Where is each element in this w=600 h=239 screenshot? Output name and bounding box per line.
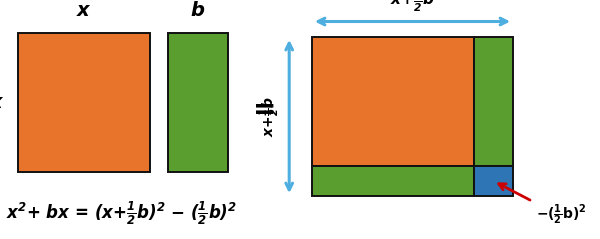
Bar <box>18 33 150 172</box>
Text: $\mathbfit{x}$: $\mathbfit{x}$ <box>76 1 92 20</box>
Text: $\mathbf{-(\frac{1}{2}b)^2}$: $\mathbf{-(\frac{1}{2}b)^2}$ <box>536 203 586 227</box>
Text: $\mathbf{=}$: $\mathbf{=}$ <box>247 93 275 122</box>
Bar <box>168 33 228 172</box>
Bar <box>312 37 474 166</box>
Bar <box>474 166 513 196</box>
Bar <box>312 166 474 196</box>
Text: $\mathbfit{b}$: $\mathbfit{b}$ <box>190 1 206 20</box>
Bar <box>474 37 513 166</box>
Text: $\mathbfit{x}$+$\mathbfit{\frac{1}{2}b}$: $\mathbfit{x}$+$\mathbfit{\frac{1}{2}b}$ <box>257 96 282 137</box>
Text: $\mathbfit{x}$: $\mathbfit{x}$ <box>0 93 5 112</box>
Text: $\mathbfit{x}$+$\mathbfit{\frac{1}{2}b}$: $\mathbfit{x}$+$\mathbfit{\frac{1}{2}b}$ <box>390 0 435 14</box>
Text: $\mathbfit{x^2}$+ $\mathbfit{bx}$ = $\mathbfit{(x}$+$\mathbfit{\frac{1}{2}b)^2}$: $\mathbfit{x^2}$+ $\mathbfit{bx}$ = $\ma… <box>6 200 237 227</box>
